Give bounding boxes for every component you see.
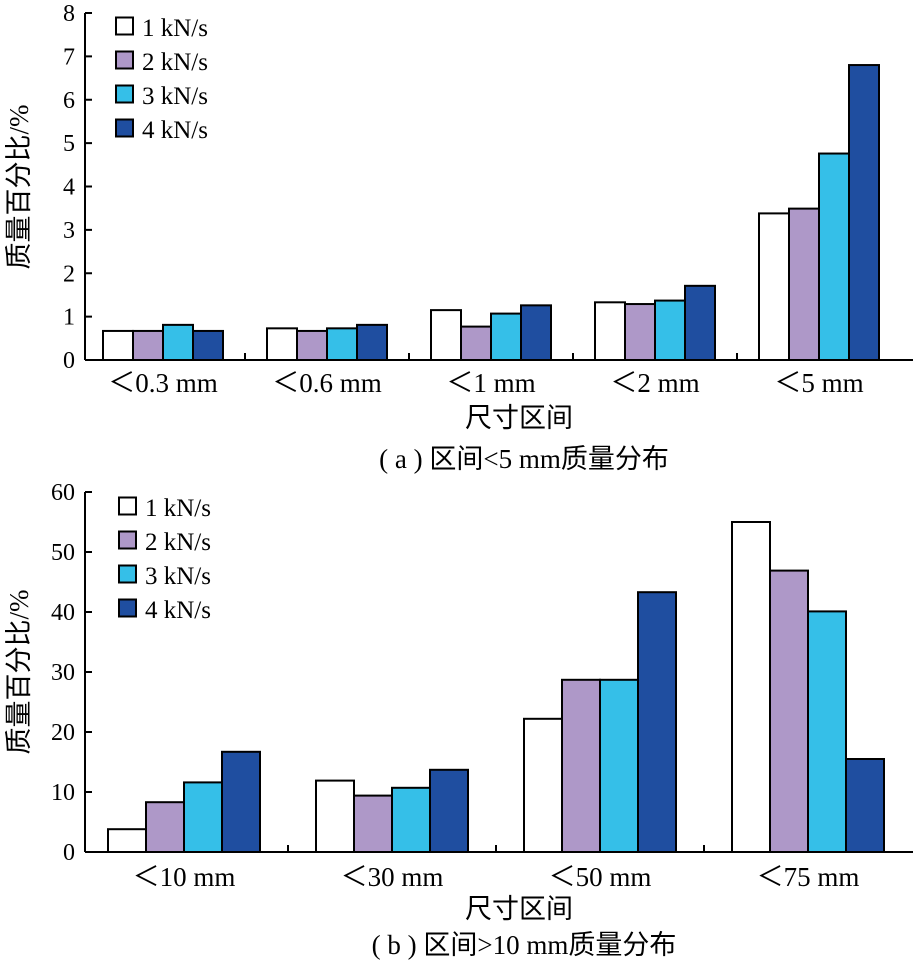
bar-4-2 xyxy=(356,323,388,361)
x-axis-title: 尺寸区间 xyxy=(465,894,573,924)
legend-swatch-3 xyxy=(115,84,134,104)
x-category-label: ＜75 mm xyxy=(757,862,860,892)
bar-2-5 xyxy=(788,207,820,361)
y-tick-label: 50 xyxy=(51,540,75,566)
bar-1-3 xyxy=(523,717,563,853)
legend-swatch-3 xyxy=(118,564,137,584)
y-axis-title: 质量百分比/% xyxy=(4,105,34,270)
bar-2-4 xyxy=(624,303,656,362)
bar-3-3 xyxy=(599,678,639,853)
x-category-label: ＜30 mm xyxy=(341,862,444,892)
y-tick-label: 0 xyxy=(63,348,75,374)
bar-3-4 xyxy=(807,610,847,854)
legend-swatch-1 xyxy=(118,496,137,516)
bar-4-3 xyxy=(637,591,677,853)
legend-label: 4 kN/s xyxy=(142,117,208,144)
legend-swatch-1 xyxy=(115,16,134,36)
bar-4-4 xyxy=(684,284,716,361)
bar-4-5 xyxy=(848,64,880,362)
y-tick-label: 10 xyxy=(51,780,75,806)
legend-swatch-4 xyxy=(115,118,134,138)
chart-caption: ( a ) 区间<5 mm质量分布 xyxy=(379,444,669,474)
y-tick-label: 7 xyxy=(63,44,75,70)
bar-4-1 xyxy=(192,329,224,362)
bar-3-4 xyxy=(654,299,686,362)
y-tick-label: 60 xyxy=(51,480,75,506)
y-tick-label: 4 xyxy=(63,175,75,201)
x-category-label: ＜0.6 mm xyxy=(272,368,382,398)
x-axis-title: 尺寸区间 xyxy=(465,403,573,433)
bar-2-3 xyxy=(561,678,601,853)
legend-swatch-2 xyxy=(115,50,134,70)
bar-2-4 xyxy=(769,569,809,853)
y-tick-label: 8 xyxy=(63,1,75,27)
bar-3-2 xyxy=(326,327,358,361)
y-axis-title: 质量百分比/% xyxy=(4,590,34,755)
y-tick-label: 5 xyxy=(63,131,75,157)
legend-label: 3 kN/s xyxy=(142,83,208,110)
legend-label: 2 kN/s xyxy=(142,49,208,76)
y-tick-label: 40 xyxy=(51,600,75,626)
bar-3-2 xyxy=(391,786,431,853)
bar-3-1 xyxy=(162,323,194,361)
bar-1-2 xyxy=(315,779,355,853)
legend-label: 2 kN/s xyxy=(145,529,211,556)
bar-4-1 xyxy=(221,750,261,853)
bar-1-4 xyxy=(731,521,771,853)
bar-2-1 xyxy=(145,801,185,854)
x-category-label: ＜1 mm xyxy=(446,368,535,398)
bar-2-3 xyxy=(460,325,492,362)
bar-1-1 xyxy=(107,828,147,854)
legend-swatch-4 xyxy=(118,598,137,618)
legend-swatch-2 xyxy=(118,530,137,550)
x-category-label: ＜0.3 mm xyxy=(108,368,218,398)
x-category-label: ＜2 mm xyxy=(610,368,699,398)
bar-1-4 xyxy=(594,301,626,361)
bar-3-3 xyxy=(490,312,522,361)
x-category-label: ＜5 mm xyxy=(774,368,863,398)
bar-1-1 xyxy=(102,329,134,362)
y-tick-label: 20 xyxy=(51,720,75,746)
y-tick-label: 0 xyxy=(63,840,75,866)
bar-4-3 xyxy=(520,304,552,362)
bar-4-2 xyxy=(429,768,469,853)
y-tick-label: 30 xyxy=(51,660,75,686)
bar-1-5 xyxy=(758,212,790,361)
x-category-label: ＜10 mm xyxy=(133,862,236,892)
x-category-label: ＜50 mm xyxy=(549,862,652,892)
bar-2-1 xyxy=(132,329,164,362)
y-tick-label: 1 xyxy=(63,305,75,331)
y-tick-label: 3 xyxy=(63,218,75,244)
bar-3-5 xyxy=(818,152,850,361)
chart-caption: ( b ) 区间>10 mm质量分布 xyxy=(372,930,677,960)
bar-2-2 xyxy=(296,329,328,362)
y-tick-label: 6 xyxy=(63,88,75,114)
chart-b: 0 10 20 30 40 50 60 ＜10 mm ＜30 mm ＜50 mm ＜75 mm 尺寸区… xyxy=(4,480,913,960)
bar-1-3 xyxy=(430,309,462,361)
legend-label: 1 kN/s xyxy=(142,15,208,42)
legend-label: 3 kN/s xyxy=(145,563,211,590)
y-tick-label: 2 xyxy=(63,261,75,287)
bar-2-2 xyxy=(353,794,393,853)
bar-1-2 xyxy=(266,327,298,361)
chart-a: 0 1 2 3 4 5 6 7 8 ＜0.3 mm ＜0.6 mm ＜1 mm ＜2 mm ＜5 mm 尺寸… xyxy=(4,1,913,474)
legend-label: 1 kN/s xyxy=(145,495,211,522)
bar-3-1 xyxy=(183,781,223,854)
legend-label: 4 kN/s xyxy=(145,597,211,624)
bar-4-4 xyxy=(845,758,885,853)
